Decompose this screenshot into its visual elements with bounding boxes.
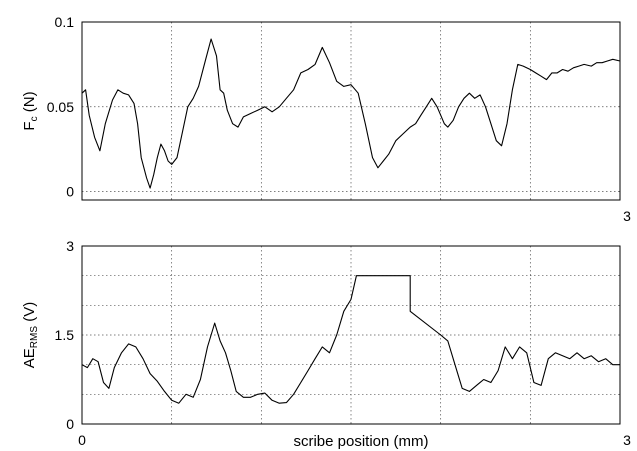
plot-frame <box>81 245 621 425</box>
y-tick-label: 3 <box>66 238 74 254</box>
x-axis-label: scribe position (mm) <box>293 433 428 450</box>
y-tick-label: 0 <box>66 416 74 432</box>
y-tick-label: 0.05 <box>47 99 74 115</box>
x-tick-label: 3 <box>623 432 631 448</box>
y-tick-label: 1.5 <box>55 327 75 343</box>
data-series-line <box>81 275 620 404</box>
y-axis-label: Fc (N) <box>21 91 40 130</box>
y-tick-label: 0 <box>66 184 74 200</box>
y-axis-label: AERMS (V) <box>21 302 40 368</box>
plot-frame <box>81 21 621 201</box>
x-tick-label: 0 <box>78 432 86 448</box>
data-series-line <box>81 38 621 189</box>
force-plot: 0 0.05 0.1 3 Fc (N) <box>21 14 631 224</box>
y-tick-label: 0.1 <box>55 14 75 30</box>
x-tick-label: 3 <box>623 208 631 224</box>
ae-rms-plot: 0 1.5 3 0 3 AERMS (V) scribe position (mm) <box>21 238 631 450</box>
